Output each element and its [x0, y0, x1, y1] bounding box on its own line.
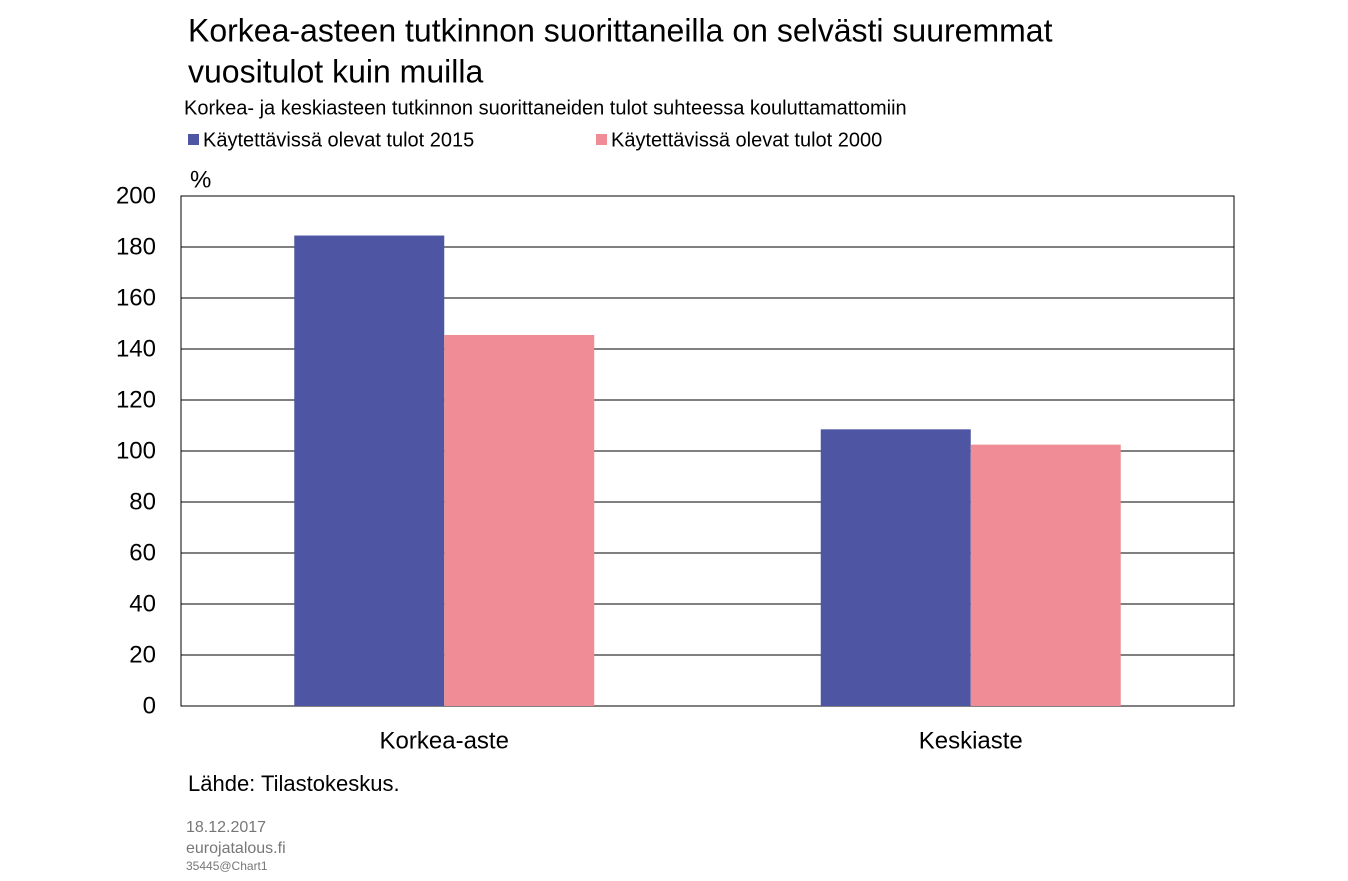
y-tick-label: 160	[116, 284, 156, 311]
y-tick-label: 80	[129, 488, 156, 515]
footer-site: eurojatalous.fi	[186, 840, 286, 857]
legend-swatch	[596, 134, 607, 145]
y-axis-label: %	[190, 166, 211, 193]
legend-label: Käytettävissä olevat tulot 2015	[203, 129, 474, 151]
bar	[970, 444, 1121, 706]
y-tick-label: 100	[116, 437, 156, 464]
x-tick-label: Keskiaste	[919, 727, 1023, 754]
y-tick-label: 180	[116, 233, 156, 260]
legend-swatch	[188, 134, 199, 145]
y-tick-label: 200	[116, 182, 156, 209]
y-tick-label: 120	[116, 386, 156, 413]
plot-frame	[180, 195, 1235, 707]
bar	[820, 429, 971, 706]
chart-subtitle: Korkea- ja keskiasteen tutkinnon suoritt…	[184, 97, 907, 119]
bar	[444, 334, 595, 706]
y-tick-label: 20	[129, 641, 156, 668]
y-tick-label: 140	[116, 335, 156, 362]
chart-title: Korkea-asteen tutkinnon suorittaneilla o…	[188, 12, 1053, 48]
y-tick-label: 40	[129, 590, 156, 617]
y-tick-label: 0	[143, 692, 156, 719]
x-tick-label: Korkea-aste	[380, 727, 509, 754]
source: Lähde: Tilastokeskus.	[188, 771, 400, 796]
footer-id: 35445@Chart1	[186, 859, 268, 873]
footer-date: 18.12.2017	[186, 819, 266, 836]
legend-label: Käytettävissä olevat tulot 2000	[611, 129, 882, 151]
chart-title: vuositulot kuin muilla	[188, 53, 483, 89]
bar	[294, 235, 445, 706]
y-tick-label: 60	[129, 539, 156, 566]
